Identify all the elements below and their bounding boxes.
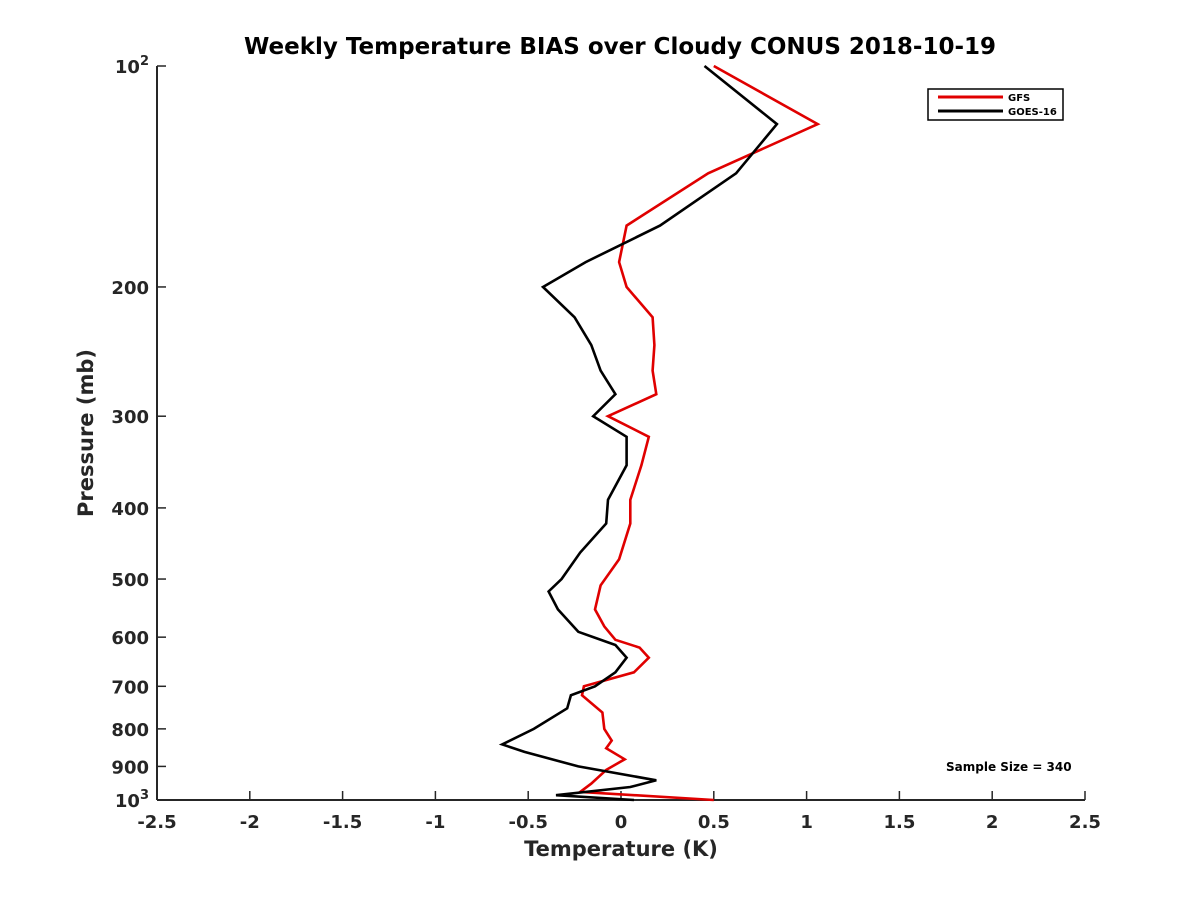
legend: GFS GOES-16	[927, 88, 1064, 121]
y-tick-label: 700	[111, 677, 149, 698]
legend-label-gfs: GFS	[1008, 93, 1030, 104]
y-tick-label: 500	[111, 570, 149, 591]
y-tick-label: 400	[111, 499, 149, 520]
x-tick-label: -1	[425, 812, 445, 833]
x-ticks: -2.5 -2 -1.5 -1 -0.5 0 0.5 1 1.5 2 2.5	[137, 791, 1101, 833]
plot-area: -2.5 -2 -1.5 -1 -0.5 0 0.5 1 1.5 2 2.5 102 200 300 40…	[111, 54, 1101, 833]
y-tick-label: 103	[115, 788, 149, 812]
legend-box	[927, 88, 1064, 121]
x-tick-label: 2.5	[1069, 812, 1101, 833]
x-axis-label: Temperature (K)	[524, 837, 718, 861]
x-tick-label: -2	[240, 812, 260, 833]
x-tick-label: -1.5	[323, 812, 362, 833]
series-lines	[498, 64, 821, 802]
y-tick-label: 102	[115, 54, 149, 78]
legend-label-goes16: GOES-16	[1008, 107, 1057, 118]
series-line-goes16	[498, 64, 779, 802]
y-tick-label: 600	[111, 628, 149, 649]
y-tick-label: 300	[111, 407, 149, 428]
x-tick-label: 1.5	[883, 812, 915, 833]
y-tick-label: 900	[111, 757, 149, 778]
x-tick-label: 2	[986, 812, 999, 833]
chart-title: Weekly Temperature BIAS over Cloudy CONU…	[244, 34, 996, 60]
x-tick-label: -0.5	[509, 812, 548, 833]
series-line-gfs	[576, 64, 821, 802]
y-axis-label: Pressure (mb)	[74, 349, 98, 517]
x-tick-label: 1	[800, 812, 813, 833]
y-ticks: 102 200 300 400 500 600 700 800 900 103	[111, 54, 166, 812]
x-tick-label: 0.5	[698, 812, 730, 833]
sample-size-annotation: Sample Size = 340	[946, 760, 1072, 774]
y-tick-label: 200	[111, 278, 149, 299]
x-tick-label: 0	[615, 812, 628, 833]
x-tick-label: -2.5	[137, 812, 176, 833]
y-tick-label: 800	[111, 720, 149, 741]
